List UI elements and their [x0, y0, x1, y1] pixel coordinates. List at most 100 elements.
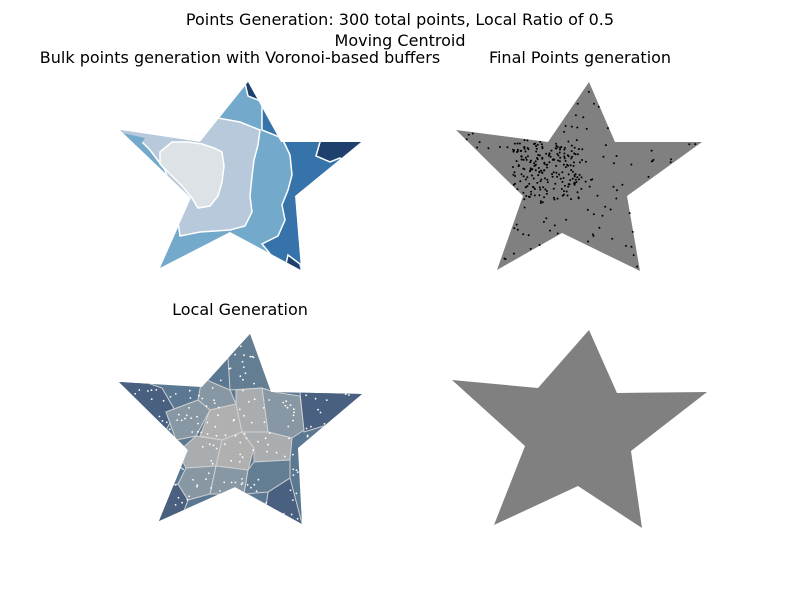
final-point: [527, 195, 530, 198]
local-point: [290, 513, 293, 516]
local-point: [289, 404, 292, 407]
final-point: [516, 228, 519, 231]
local-point: [266, 450, 268, 453]
final-point: [560, 188, 563, 190]
local-point: [184, 417, 186, 420]
local-point: [282, 401, 285, 404]
final-point: [586, 208, 589, 211]
local-point: [262, 407, 265, 409]
final-point: [563, 190, 565, 193]
local-point: [288, 437, 290, 440]
final-point: [534, 169, 537, 172]
local-point: [198, 394, 200, 397]
local-point: [150, 389, 153, 391]
local-point: [264, 437, 267, 440]
local-point: [243, 432, 246, 435]
final-point: [563, 148, 566, 151]
final-point: [577, 148, 580, 151]
final-point: [550, 149, 553, 152]
final-point: [516, 188, 519, 191]
final-point: [543, 177, 546, 180]
final-point: [543, 162, 546, 165]
final-point: [487, 147, 490, 150]
final-point: [569, 179, 572, 182]
final-point: [548, 161, 551, 164]
final-point: [579, 161, 581, 164]
final-point: [536, 143, 539, 146]
final-point: [522, 175, 525, 178]
local-point: [282, 512, 285, 515]
buffer-ring-outer-tip: [315, 119, 361, 165]
local-point: [188, 495, 191, 498]
local-point: [206, 421, 209, 424]
final-point: [525, 195, 528, 197]
local-point: [201, 445, 204, 448]
final-point: [580, 187, 583, 190]
final-point: [567, 185, 570, 188]
final-point: [542, 220, 545, 223]
final-point: [546, 178, 549, 181]
star-shape-final: [456, 82, 702, 271]
local-point: [344, 393, 347, 396]
local-point: [295, 492, 298, 495]
final-point: [567, 140, 570, 143]
final-point: [545, 190, 548, 192]
local-point: [207, 472, 210, 475]
final-point: [539, 180, 542, 183]
local-point: [289, 489, 292, 492]
final-point: [570, 150, 573, 153]
local-point: [292, 419, 294, 422]
local-point: [292, 453, 294, 456]
final-point: [578, 178, 580, 181]
final-point: [575, 139, 578, 142]
final-point: [577, 196, 580, 199]
local-point: [243, 366, 245, 368]
final-point: [522, 191, 525, 194]
local-point: [215, 434, 218, 437]
final-point: [559, 148, 561, 151]
local-point: [240, 345, 242, 348]
final-point: [529, 247, 532, 250]
local-point: [138, 389, 141, 391]
final-point: [538, 194, 541, 197]
final-point: [541, 201, 544, 204]
final-point: [628, 212, 631, 215]
local-point: [161, 420, 164, 422]
final-point: [467, 133, 470, 136]
final-point: [587, 240, 589, 243]
final-point: [566, 154, 569, 157]
final-point: [523, 146, 526, 148]
local-point: [213, 399, 216, 402]
local-point: [212, 444, 215, 447]
local-point: [323, 423, 326, 425]
final-point: [518, 142, 521, 145]
final-point: [540, 178, 543, 181]
final-point: [630, 245, 633, 248]
panel-title-local: Local Generation: [172, 300, 308, 319]
final-point: [513, 227, 516, 230]
final-point: [506, 146, 509, 149]
final-point: [522, 233, 525, 236]
local-point: [275, 451, 278, 454]
final-point: [549, 155, 552, 158]
final-point: [647, 175, 650, 178]
local-point: [245, 437, 248, 440]
local-point: [246, 484, 249, 486]
final-point: [564, 184, 566, 187]
final-point: [562, 193, 565, 196]
local-point: [241, 456, 244, 459]
local-point: [210, 460, 213, 462]
final-point: [598, 226, 601, 229]
final-point: [670, 158, 673, 161]
final-point: [630, 163, 633, 166]
final-point: [580, 176, 583, 179]
local-point: [319, 411, 322, 414]
final-point: [540, 143, 543, 146]
local-point: [189, 397, 192, 399]
final-point: [523, 139, 526, 142]
local-point: [249, 355, 252, 358]
local-point: [253, 483, 256, 486]
local-point: [147, 390, 149, 392]
final-point: [536, 157, 539, 159]
local-point: [168, 428, 171, 431]
